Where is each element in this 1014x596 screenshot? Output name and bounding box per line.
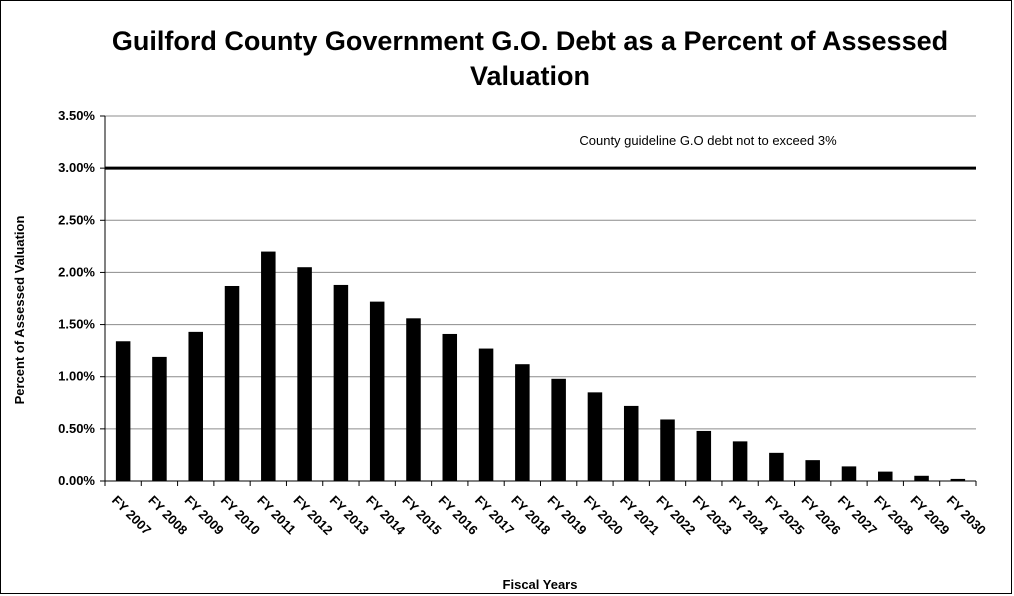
bar (515, 364, 530, 481)
x-tick-label: FY 2015 (399, 493, 444, 538)
bar (660, 419, 675, 481)
x-tick-label: FY 2012 (290, 493, 335, 538)
bar (115, 341, 131, 481)
bar (696, 430, 712, 481)
y-tick-label: 1.00% (58, 369, 95, 384)
guideline-label: County guideline G.O debt not to exceed … (579, 133, 837, 148)
y-axis-label: Percent of Assessed Valuation (12, 216, 27, 405)
x-tick-label: FY 2011 (254, 493, 299, 538)
y-tick-label: 1.50% (58, 317, 95, 332)
x-tick-label: FY 2030 (944, 493, 989, 538)
bar (297, 267, 312, 481)
bar (478, 348, 494, 481)
x-tick-label: FY 2013 (327, 493, 372, 538)
bar (152, 356, 167, 481)
y-axis: 0.00% 0.50% 1.00% 1.50% 2.00% 2.50% 3.00% 3.50% (58, 108, 106, 488)
y-tick-label: 2.00% (58, 264, 95, 279)
x-tick-label: FY 2028 (871, 493, 916, 538)
bar (406, 318, 421, 481)
x-tick-label: FY 2010 (218, 493, 263, 538)
y-tick-label: 0.50% (58, 421, 95, 436)
x-tick-label: FY 2008 (145, 493, 190, 538)
x-tick-label: FY 2018 (508, 493, 553, 538)
bar (805, 460, 820, 481)
y-tick-label: 2.50% (58, 212, 95, 227)
x-tick-label: FY 2023 (690, 493, 735, 538)
bar (333, 284, 349, 481)
x-tick-label: FY 2029 (907, 493, 952, 538)
x-tick-label: FY 2019 (545, 493, 590, 538)
x-tick-label: FY 2027 (835, 493, 880, 538)
bar (878, 471, 893, 481)
y-tick-label: 3.00% (58, 160, 95, 175)
bar (261, 251, 276, 481)
x-tick-label: FY 2025 (762, 493, 807, 538)
bar (732, 441, 748, 481)
y-tick-label: 3.50% (58, 108, 95, 123)
bar (914, 475, 929, 481)
x-axis-label: Fiscal Years (503, 577, 578, 592)
bar (587, 392, 603, 481)
bar (369, 301, 385, 481)
bar (841, 466, 857, 481)
x-tick-label: FY 2016 (436, 493, 481, 538)
x-tick-label: FY 2007 (109, 493, 154, 538)
x-tick-label: FY 2017 (472, 493, 517, 538)
bar (442, 333, 458, 481)
x-tick-label: FY 2020 (581, 493, 626, 538)
x-tick-label: FY 2026 (799, 493, 844, 538)
bar (950, 478, 966, 481)
guideline: County guideline G.O debt not to exceed … (105, 133, 976, 170)
bar (551, 378, 566, 481)
bar (623, 405, 639, 481)
y-tick-label: 0.00% (58, 473, 95, 488)
chart-title: Guilford County Government G.O. Debt as … (111, 26, 949, 91)
bar (769, 452, 784, 481)
x-tick-label: FY 2009 (182, 493, 227, 538)
x-tick-label: FY 2021 (617, 493, 662, 538)
bars (115, 251, 966, 481)
bar (224, 285, 240, 481)
x-tick-label: FY 2022 (653, 493, 698, 538)
bar (188, 331, 203, 481)
